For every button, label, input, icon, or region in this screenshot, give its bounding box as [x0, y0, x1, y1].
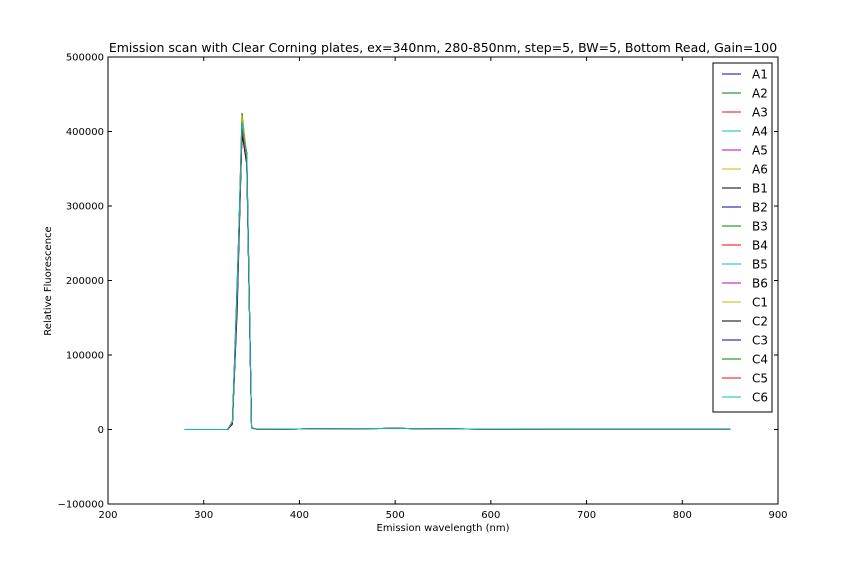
legend-label-b5: B5 — [752, 258, 768, 272]
legend-label-c6: C6 — [752, 391, 768, 405]
y-axis-label: Relative Fluorescence — [43, 226, 54, 335]
x-tick-label: 300 — [194, 510, 213, 521]
y-tick-label: 200000 — [66, 276, 104, 287]
legend-label-c5: C5 — [752, 372, 768, 386]
legend-label-b2: B2 — [752, 201, 768, 215]
x-tick-label: 500 — [386, 510, 405, 521]
series-line-c3 — [184, 123, 731, 430]
y-tick-label: 400000 — [66, 127, 104, 138]
legend-label-b6: B6 — [752, 277, 768, 291]
chart-title: Emission scan with Clear Corning plates,… — [109, 40, 777, 55]
series-line-c6 — [184, 121, 731, 430]
legend-label-b1: B1 — [752, 182, 768, 196]
legend-label-a2: A2 — [752, 87, 768, 101]
legend-label-a5: A5 — [752, 144, 768, 158]
series-line-c2 — [184, 132, 731, 430]
series-line-a3 — [184, 115, 731, 430]
legend-label-a3: A3 — [752, 106, 768, 120]
x-tick-label: 900 — [768, 510, 787, 521]
y-tick-label: 100000 — [66, 351, 104, 362]
legend-label-c2: C2 — [752, 315, 768, 329]
legend-label-c4: C4 — [752, 353, 768, 367]
legend-label-b4: B4 — [752, 239, 768, 253]
x-tick-label: 600 — [481, 510, 500, 521]
series-line-c5 — [184, 128, 731, 430]
legend: A1 A2 A3 A4 A5 A6 B1 B2 B3 B4 B5 B6 C1 C2 C3 C4 C5 C6 — [712, 62, 773, 413]
series-line-b3 — [184, 122, 731, 430]
legend-label-c3: C3 — [752, 334, 768, 348]
axes-frame — [107, 56, 779, 505]
y-tick-label: −100000 — [57, 500, 104, 511]
legend-label-a6: A6 — [752, 163, 768, 177]
legend-label-b3: B3 — [752, 220, 768, 234]
series-line-a2 — [184, 112, 731, 430]
series-line-b1 — [184, 131, 731, 430]
series-line-b4 — [184, 125, 731, 430]
series-line-c1 — [184, 120, 731, 430]
series-line-b6 — [184, 129, 731, 430]
series-line-a4 — [184, 118, 731, 430]
x-axis-label: Emission wavelength (nm) — [377, 523, 510, 534]
y-tick-label: 300000 — [66, 202, 104, 213]
x-tick-label: 700 — [577, 510, 596, 521]
legend-label-a1: A1 — [752, 68, 768, 82]
series-line-b5 — [184, 127, 731, 430]
series-line-b2 — [184, 135, 731, 430]
series-line-a5 — [184, 123, 731, 430]
y-tick-label: 0 — [98, 425, 104, 436]
legend-label-c1: C1 — [752, 296, 768, 310]
series-line-a1 — [184, 116, 731, 430]
x-tick-label: 200 — [98, 510, 117, 521]
series-line-a6 — [184, 115, 731, 430]
x-tick-label: 400 — [290, 510, 309, 521]
y-tick-label: 500000 — [66, 53, 104, 64]
legend-label-a4: A4 — [752, 125, 768, 139]
x-tick-label: 800 — [673, 510, 692, 521]
legend-box — [712, 62, 773, 413]
series-line-c4 — [184, 126, 731, 430]
plot-area: 200 300 400 500 600 700 800 900 −100000 0 100000 20… — [57, 53, 787, 522]
